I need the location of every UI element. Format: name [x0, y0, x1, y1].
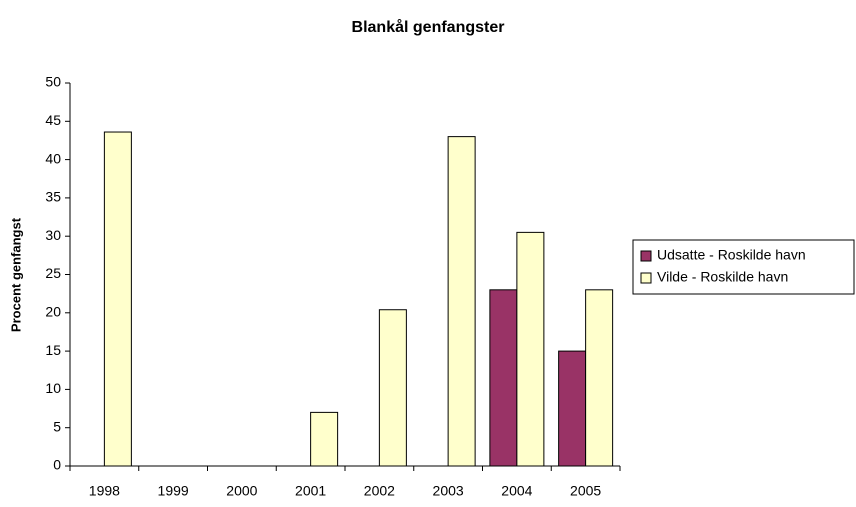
legend-label: Vilde - Roskilde havn [657, 269, 788, 285]
y-tick-label: 20 [45, 304, 61, 320]
y-tick-label: 10 [45, 380, 61, 396]
y-tick-label: 35 [45, 189, 61, 205]
y-tick-label: 5 [53, 418, 61, 434]
bar [558, 350, 587, 467]
legend-swatch [640, 272, 652, 284]
y-tick-label: 30 [45, 227, 61, 243]
bar [585, 289, 614, 467]
bar [103, 131, 132, 467]
bar [489, 289, 518, 467]
y-tick-label: 40 [45, 150, 61, 166]
x-tick-label: 2002 [364, 483, 395, 499]
y-tick-label: 45 [45, 112, 61, 128]
y-tick-label: 25 [45, 265, 61, 281]
y-tick-label: 15 [45, 342, 61, 358]
x-tick-label: 2000 [226, 483, 257, 499]
chart-title: Blankål genfangster [352, 18, 505, 36]
bar [310, 411, 339, 467]
y-axis-label: Procent genfangst [8, 217, 23, 332]
x-tick-label: 2005 [570, 483, 601, 499]
x-tick-label: 2001 [295, 483, 326, 499]
legend-label: Udsatte - Roskilde havn [657, 247, 806, 263]
y-tick-label: 50 [45, 74, 61, 90]
bar [378, 309, 407, 467]
x-tick-label: 2004 [501, 483, 532, 499]
x-tick-label: 1998 [89, 483, 120, 499]
bar [516, 231, 545, 467]
y-tick-label: 0 [53, 457, 61, 473]
x-tick-label: 1999 [158, 483, 189, 499]
x-tick-label: 2003 [433, 483, 464, 499]
legend-swatch [640, 250, 652, 262]
legend-box [632, 239, 855, 295]
bar [447, 136, 476, 467]
